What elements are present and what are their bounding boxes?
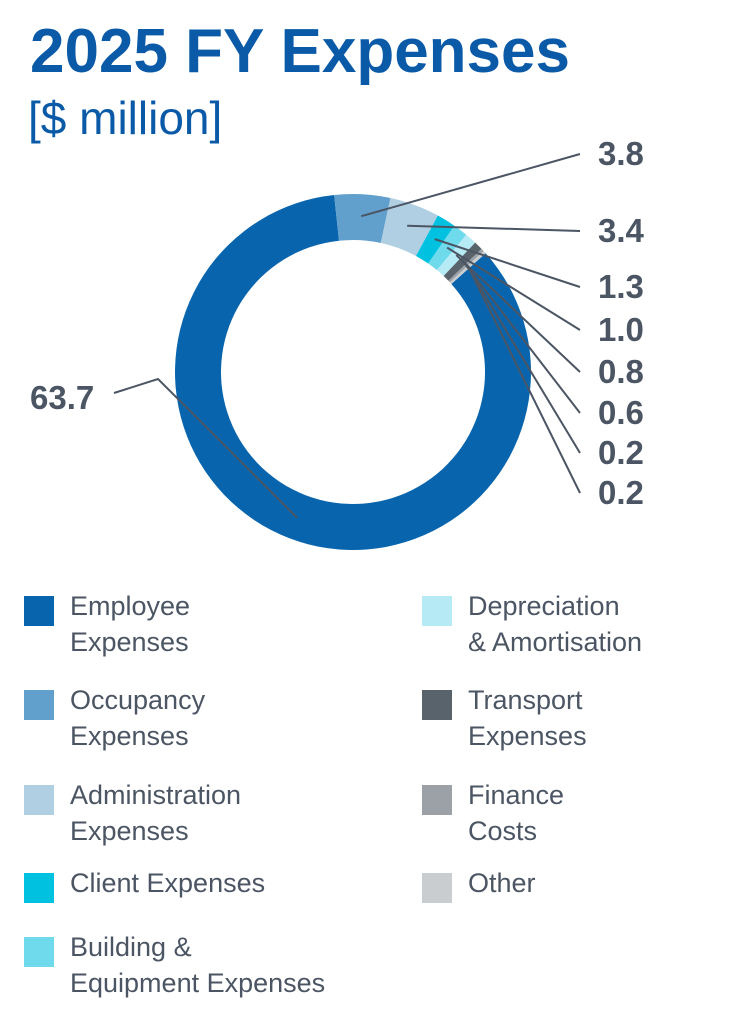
value-label-other: 0.2 (598, 474, 644, 511)
legend-label: Building & Equipment Expenses (70, 929, 370, 1001)
legend-label: Depreciation & Amortisation (468, 588, 755, 660)
donut-chart: 63.73.83.41.31.00.80.60.20.2 (30, 135, 645, 550)
leader-line-employee-expenses (113, 377, 298, 519)
legend-swatch (24, 937, 54, 967)
legend-swatch (24, 785, 54, 815)
legend-swatch (422, 873, 452, 903)
legend-label-line: Client Expenses (70, 868, 266, 898)
legend-label: Occupancy Expenses (70, 682, 370, 754)
legend-swatch (422, 785, 452, 815)
legend-label-line: Other (468, 868, 536, 898)
chart-title: 2025 FY Expenses (30, 17, 570, 86)
leader-line-finance-costs (465, 264, 581, 454)
leader-line-occupancy-expenses (360, 153, 581, 218)
legend-swatch (24, 596, 54, 626)
value-label-transport-expenses: 0.6 (598, 394, 644, 431)
legend-label-line: Occupancy (70, 685, 206, 715)
legend-label-line: Building & (70, 932, 192, 962)
legend-label-line: Equipment Expenses (70, 968, 326, 998)
legend-swatch (422, 596, 452, 626)
legend-swatch (24, 873, 54, 903)
slice-administration-expenses (380, 197, 438, 256)
legend-label-line: Expenses (70, 816, 189, 846)
legend-label-line: Expenses (70, 627, 189, 657)
value-label-building-and-equipment-expenses: 1.0 (598, 311, 644, 348)
legend-label-line: & Amortisation (468, 627, 643, 657)
legend-swatch (24, 690, 54, 720)
legend-label-line: Expenses (70, 721, 189, 751)
legend-label: Transport Expenses (468, 682, 755, 754)
legend-label: Employee Expenses (70, 588, 370, 660)
leader-line-other (467, 266, 581, 494)
leader-line-administration-expenses (407, 224, 581, 232)
value-label-depreciation-and-amortisation: 0.8 (598, 353, 644, 390)
value-label-administration-expenses: 3.4 (598, 212, 645, 249)
value-label-employee-expenses: 63.7 (30, 379, 94, 416)
leader-line-transport-expenses (462, 260, 581, 414)
legend-label-line: Depreciation (468, 591, 620, 621)
leader-line-depreciation-and-amortisation (455, 254, 581, 373)
value-label-finance-costs: 0.2 (598, 434, 644, 471)
legend-label-line: Employee (70, 591, 191, 621)
slice-occupancy-expenses (334, 193, 391, 243)
legend-label-line: Costs (468, 816, 538, 846)
legend-label: Other (468, 865, 755, 901)
legend-label: Client Expenses (70, 865, 370, 901)
value-label-occupancy-expenses: 3.8 (598, 135, 644, 172)
legend-label-line: Administration (70, 780, 242, 810)
legend-label: Administration Expenses (70, 777, 370, 849)
legend-label-line: Finance (468, 780, 565, 810)
legend-swatch (422, 690, 452, 720)
legend-label-line: Expenses (468, 721, 587, 751)
value-label-client-expenses: 1.3 (598, 268, 644, 305)
leader-line-building-and-equipment-expenses (446, 246, 581, 331)
legend-label-line: Transport (468, 685, 583, 715)
leader-line-client-expenses (434, 238, 581, 288)
legend-label: Finance Costs (468, 777, 755, 849)
chart-subtitle: [$ million] (28, 92, 223, 144)
